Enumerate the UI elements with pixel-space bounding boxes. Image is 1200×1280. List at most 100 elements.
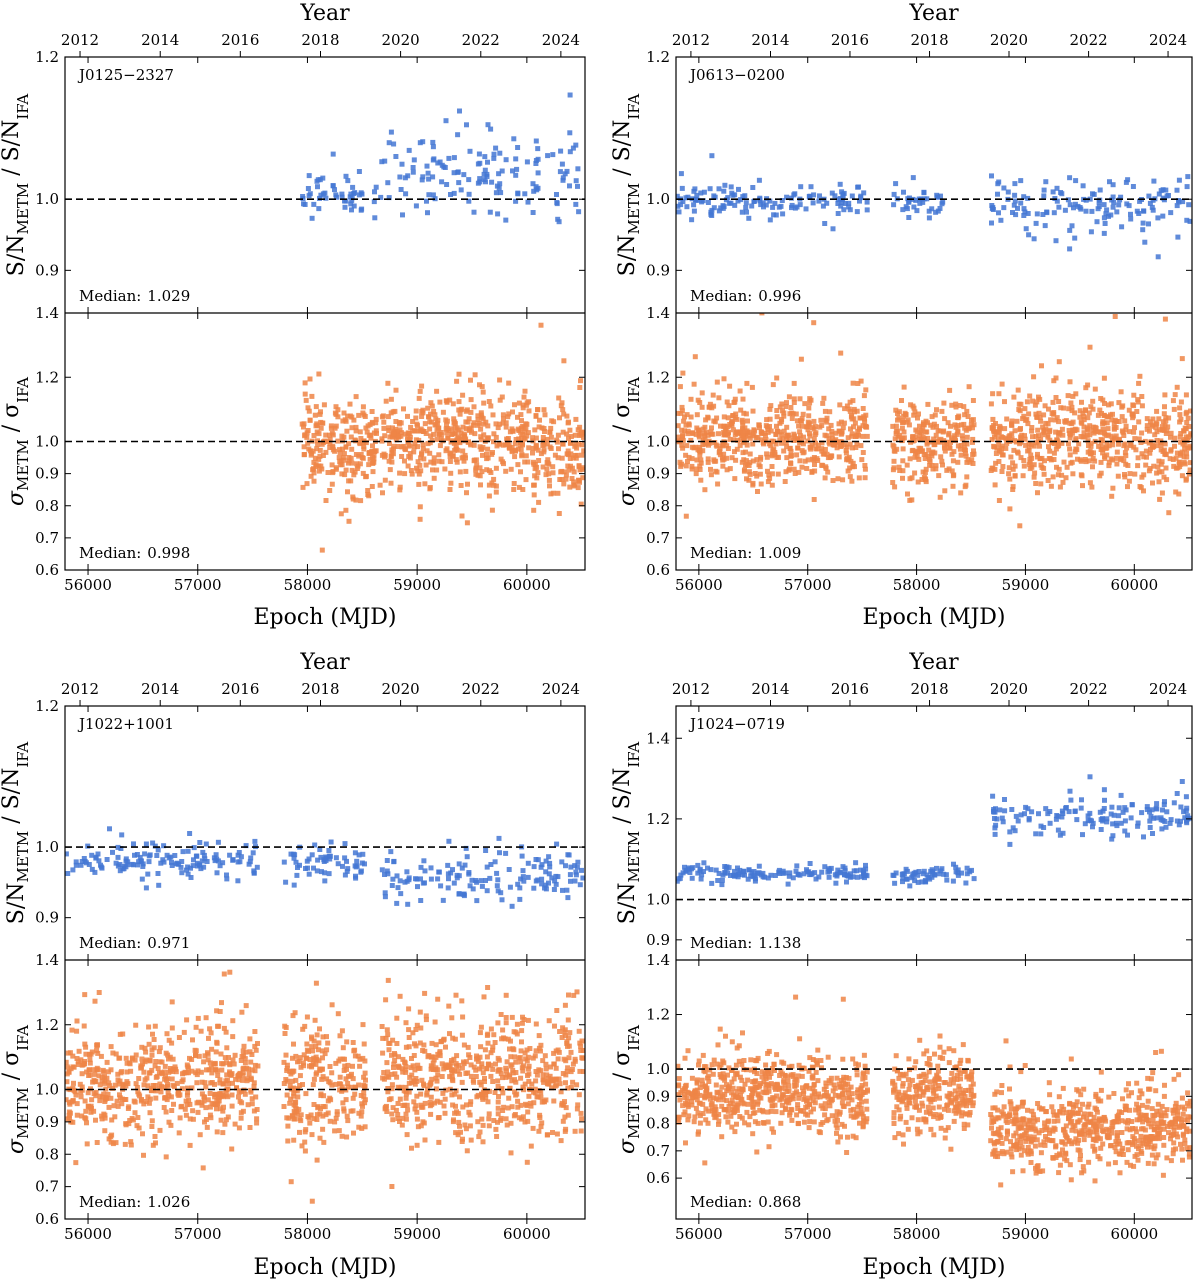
sigma-point (251, 1108, 257, 1114)
snr-point (751, 869, 757, 874)
sigma-point (761, 441, 766, 447)
sigma-point (428, 411, 433, 417)
sigma-point (1009, 421, 1014, 427)
sigma-point (1174, 450, 1180, 456)
sigma-point (967, 425, 972, 431)
snr-axis-label: S/NMETM / S/NIFA (610, 94, 643, 277)
sigma-point (963, 482, 969, 488)
sigma-point (362, 1070, 368, 1076)
y-tick-label: 1.2 (35, 1016, 59, 1034)
sigma-point (471, 442, 477, 448)
snr-point (1155, 254, 1161, 260)
sigma-point (818, 417, 824, 423)
mjd-axis-label: Epoch (MJD) (253, 1255, 396, 1280)
axis-label-part: S/N (4, 234, 29, 276)
sigma-point (573, 416, 579, 422)
sigma-point (400, 1056, 406, 1062)
sigma-point (186, 1097, 192, 1103)
sigma-point (966, 384, 972, 390)
sigma-point (382, 477, 388, 483)
snr-point (539, 881, 545, 887)
sigma-point (509, 1062, 515, 1068)
sigma-point (512, 1054, 518, 1060)
sigma-point (475, 1092, 481, 1098)
sigma-point (925, 435, 931, 441)
sigma-point (91, 1067, 97, 1073)
snr-point (224, 872, 229, 878)
sigma-point (416, 481, 422, 487)
sigma-point (1178, 416, 1184, 422)
sigma-point (1118, 389, 1124, 395)
sigma-point (854, 432, 860, 438)
sigma-point (522, 388, 528, 394)
sigma-point (414, 1116, 420, 1122)
snr-points (300, 92, 582, 225)
snr-point (328, 839, 334, 845)
sigma-point (713, 442, 719, 448)
snr-point (306, 173, 312, 179)
sigma-point (827, 409, 833, 415)
sigma-point (145, 1094, 151, 1100)
sigma-point (309, 1198, 315, 1204)
sigma-point (860, 406, 866, 411)
sigma-point (208, 1030, 214, 1036)
sigma-point (513, 1070, 519, 1075)
snr-point (451, 170, 457, 176)
sigma-point (692, 354, 698, 360)
year-tick-label: 2020 (381, 31, 419, 49)
sigma-point (789, 410, 795, 416)
median-value: 0.998 (147, 544, 190, 562)
snr-point (550, 152, 556, 158)
sigma-point (811, 426, 817, 432)
sigma-point (1106, 402, 1112, 408)
sigma-point (850, 445, 855, 451)
snr-point (335, 861, 341, 867)
sigma-point (536, 1033, 542, 1039)
sigma-point (891, 448, 897, 454)
sigma-point (523, 426, 529, 432)
sigma-point (340, 446, 345, 452)
sigma-point (773, 441, 779, 447)
sigma-point (561, 481, 567, 487)
sigma-point (901, 429, 907, 435)
sigma-point (462, 434, 467, 440)
sigma-point (1035, 490, 1040, 496)
sigma-point (305, 405, 311, 411)
sigma-point (1122, 450, 1128, 456)
sigma-point (788, 453, 794, 459)
sigma-point (961, 404, 967, 410)
sigma-point (341, 451, 347, 457)
sigma-point (953, 404, 959, 410)
sigma-point (159, 1059, 165, 1065)
snr-point (235, 859, 241, 865)
sigma-point (1182, 436, 1188, 442)
sigma-point (567, 484, 573, 490)
sigma-point (352, 1053, 358, 1059)
sigma-point (1011, 447, 1017, 453)
sigma-point (413, 437, 419, 443)
snr-point (576, 209, 582, 215)
sigma-point (79, 1071, 85, 1077)
snr-point (390, 876, 396, 882)
sigma-point (126, 1121, 132, 1127)
sigma-point (209, 1046, 215, 1052)
sigma-point (763, 437, 769, 443)
sigma-point (435, 1072, 441, 1078)
sigma-point (1119, 428, 1125, 434)
sigma-point (815, 442, 821, 448)
sigma-point (403, 1064, 409, 1070)
sigma-point (862, 463, 868, 468)
sigma-point (702, 424, 708, 430)
sigma-point (524, 1058, 530, 1064)
sigma-point (460, 424, 466, 430)
sigma-point (453, 1088, 459, 1094)
sigma-point (539, 1120, 545, 1126)
sigma-point (958, 452, 964, 458)
sigma-point (1031, 462, 1037, 468)
sigma-point (555, 1056, 561, 1062)
sigma-point (507, 1085, 513, 1091)
snr-point (312, 842, 318, 848)
sigma-point (345, 1118, 351, 1124)
y-tick-label: 1.4 (646, 304, 670, 322)
